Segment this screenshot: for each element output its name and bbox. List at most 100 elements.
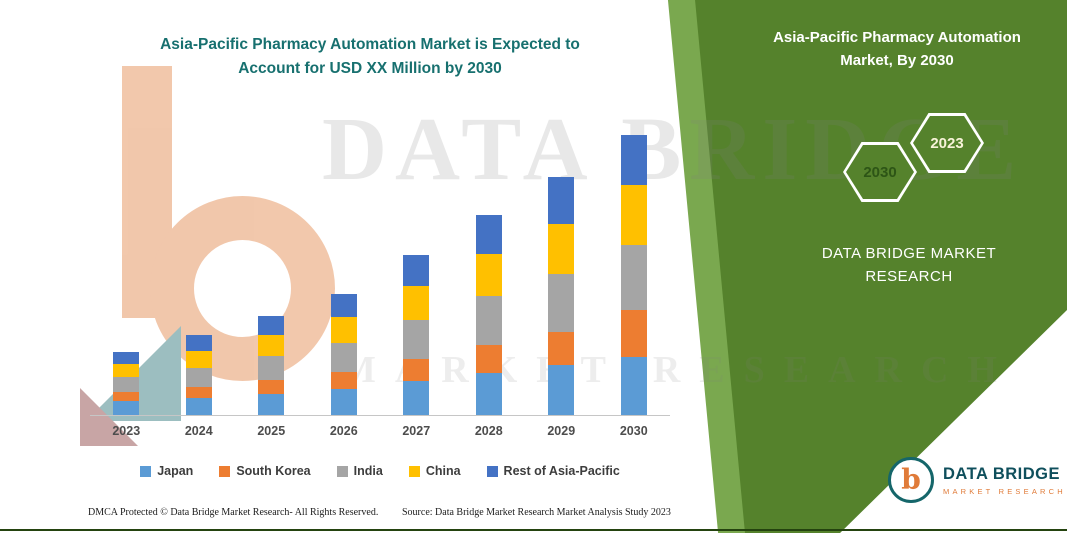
bar-segment-south-korea (403, 359, 430, 381)
bar-segment-japan (258, 394, 285, 415)
bar-segment-india (403, 320, 430, 359)
hexagon-2030-label: 2030 (863, 163, 897, 181)
logo-icon: b (888, 457, 934, 503)
bar-stack-2025 (258, 316, 285, 415)
legend-label-rest-of-asia-pacific: Rest of Asia-Pacific (503, 464, 620, 478)
x-axis-label-2024: 2024 (184, 424, 213, 438)
x-axis-label-2028: 2028 (474, 424, 503, 438)
legend-swatch-japan (140, 465, 152, 477)
bar-segment-south-korea (620, 310, 647, 357)
logo-b-glyph: b (901, 463, 921, 496)
bar-segment-india (258, 356, 285, 380)
legend-label-japan: Japan (157, 464, 194, 478)
x-axis-label-2029: 2029 (547, 424, 576, 438)
bar-segment-india (113, 377, 140, 392)
bar-2025 (235, 110, 308, 415)
bar-segment-south-korea (113, 392, 140, 401)
side-panel-title: Asia-Pacific Pharmacy Automation Market,… (773, 29, 1021, 69)
x-axis-label-2030: 2030 (619, 424, 648, 438)
chart-title-line2: Account for USD XX Million by 2030 (238, 60, 502, 78)
bar-segment-china (258, 335, 285, 356)
bar-segment-japan (330, 389, 357, 415)
legend-swatch-india (336, 465, 348, 477)
legend-label-china: China (425, 464, 461, 478)
bar-stack-2028 (475, 215, 502, 415)
bar-segment-rest-of-asia-pacific (548, 177, 575, 224)
bar-stack-2030 (620, 135, 647, 415)
bottom-divider (0, 529, 1067, 531)
dmca-text: DMCA Protected © Data Bridge Market Rese… (88, 507, 379, 518)
bar-segment-china (620, 185, 647, 245)
x-axis: 2023 2024 2025 2026 2027 2028 2029 2030 (90, 424, 670, 438)
chart-title: Asia-Pacific Pharmacy Automation Market … (85, 33, 655, 81)
bar-segment-rest-of-asia-pacific (475, 215, 502, 254)
bar-segment-japan (113, 401, 140, 415)
bar-segment-china (475, 254, 502, 296)
hexagon-2030-fill: 2030 (846, 145, 914, 199)
brand-text: DATA BRIDGE MARKET RESEARCH (795, 243, 1023, 288)
bar-segment-south-korea (258, 380, 285, 394)
bar-stack-2024 (185, 335, 212, 415)
brand-text-line2: RESEARCH (865, 267, 953, 285)
legend-label-south-korea: South Korea (236, 464, 311, 478)
bar-segment-south-korea (185, 387, 212, 398)
bar-segment-china (548, 224, 575, 274)
legend-item-india: India (336, 464, 383, 478)
bar-segment-china (330, 317, 357, 343)
hexagon-2023-label: 2023 (930, 134, 964, 152)
bar-2029 (525, 110, 598, 415)
bar-segment-rest-of-asia-pacific (330, 294, 357, 317)
hexagon-2023-fill: 2023 (913, 116, 981, 170)
logo-name: DATA BRIDGE (943, 464, 1061, 483)
legend-item-rest-of-asia-pacific: Rest of Asia-Pacific (486, 464, 620, 478)
logo-subtitle: MARKET RESEARCH (943, 486, 1066, 496)
bar-segment-south-korea (330, 372, 357, 389)
source-text: Source: Data Bridge Market Research Mark… (402, 507, 671, 518)
bar-segment-rest-of-asia-pacific (258, 316, 285, 335)
bar-segment-japan (475, 373, 502, 415)
legend-swatch-south-korea (219, 465, 231, 477)
legend-swatch-rest-of-asia-pacific (486, 465, 498, 477)
bar-2028 (453, 110, 526, 415)
bar-stack-2029 (548, 177, 575, 415)
legend-item-japan: Japan (140, 464, 193, 478)
bar-segment-rest-of-asia-pacific (620, 135, 647, 185)
brand-text-line1: DATA BRIDGE MARKET (821, 245, 997, 262)
bar-segment-rest-of-asia-pacific (113, 352, 140, 364)
bar-segment-rest-of-asia-pacific (403, 255, 430, 286)
bar-segment-india (185, 368, 212, 387)
bar-segment-japan (620, 357, 647, 415)
bar-2026 (308, 110, 381, 415)
x-axis-label-2025: 2025 (257, 424, 286, 438)
x-axis-label-2027: 2027 (402, 424, 431, 438)
bar-segment-rest-of-asia-pacific (185, 335, 212, 351)
chart-title-line1: Asia-Pacific Pharmacy Automation Market … (160, 36, 580, 53)
legend-label-india: India (353, 464, 383, 478)
legend-item-china: China (408, 464, 461, 478)
bar-segment-south-korea (475, 345, 502, 373)
logo-text: DATA BRIDGE MARKET RESEARCH (943, 465, 1066, 496)
bar-2030 (598, 110, 671, 415)
bar-2024 (163, 110, 236, 415)
bar-segment-india (330, 343, 357, 372)
bar-segment-india (548, 274, 575, 332)
company-logo: b DATA BRIDGE MARKET RESEARCH (888, 457, 1066, 503)
bar-stack-2026 (330, 294, 357, 415)
bar-segment-south-korea (548, 332, 575, 365)
bar-segment-india (620, 245, 647, 310)
bar-segment-china (113, 364, 140, 377)
bar-segment-japan (548, 365, 575, 415)
chart-plot-area (90, 110, 670, 416)
bar-segment-india (475, 296, 502, 345)
legend-item-south-korea: South Korea (219, 464, 311, 478)
bar-segment-china (185, 351, 212, 368)
bar-2027 (380, 110, 453, 415)
legend-swatch-china (408, 465, 420, 477)
x-axis-label-2023: 2023 (112, 424, 141, 438)
bar-2023 (90, 110, 163, 415)
bar-segment-japan (185, 398, 212, 415)
x-axis-label-2026: 2026 (329, 424, 358, 438)
watermark-text-sub: MARKET RESEARCH (340, 349, 1016, 391)
bar-segment-japan (403, 381, 430, 415)
